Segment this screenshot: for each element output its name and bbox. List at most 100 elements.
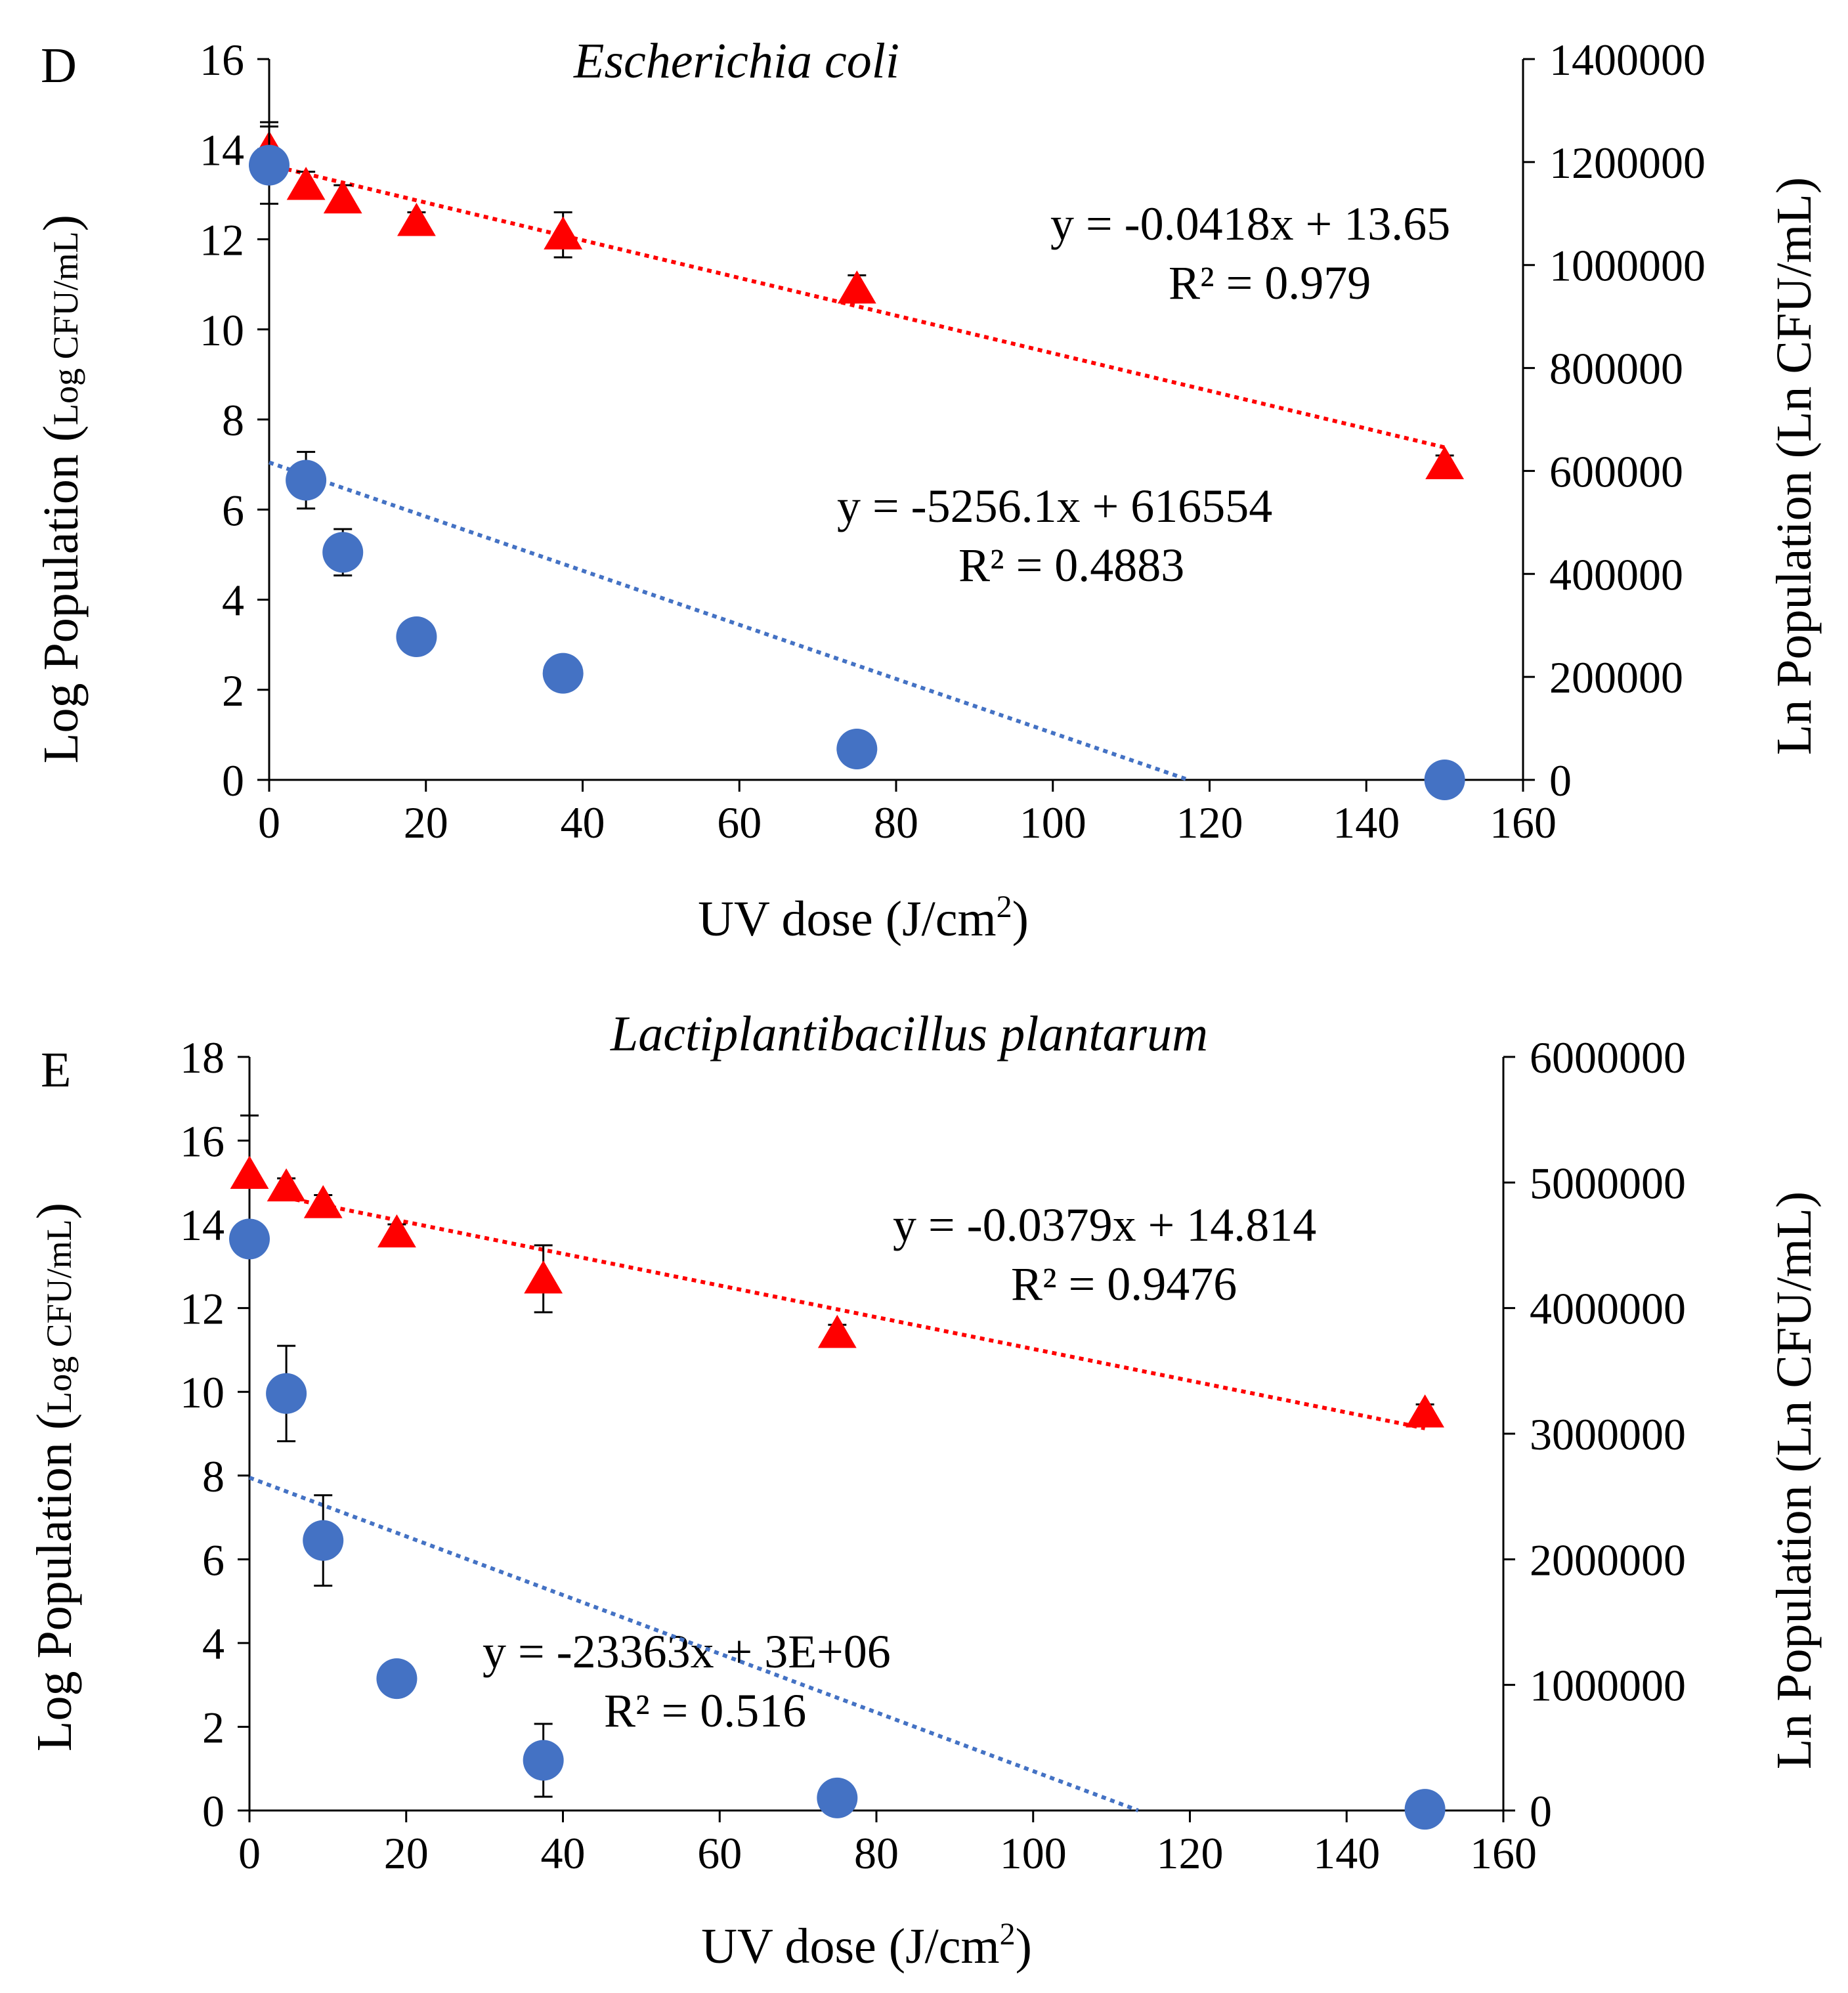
x-tick-label: 100	[1020, 798, 1086, 847]
x-tick-label: 120	[1157, 1828, 1224, 1878]
data-point-triangle	[323, 180, 362, 214]
y2-axis-title: Ln Population (Ln CFU/mL)	[1767, 1191, 1822, 1769]
trend-equation-blue: y = -5256.1x + 616554	[837, 480, 1272, 532]
y2-tick-label: 4000000	[1530, 1284, 1686, 1334]
x-axis-title-sup: 2	[1000, 1917, 1016, 1952]
trend-equation-red: y = -0.0379x + 14.814	[893, 1199, 1316, 1251]
y-axis-title-unit: Log CFU/mL	[39, 1219, 79, 1413]
data-point-circle	[542, 653, 584, 694]
y-tick-label: 0	[202, 1786, 225, 1836]
x-tick-label: 120	[1176, 798, 1243, 847]
data-point-circle	[266, 1373, 307, 1414]
x-axis-title-end: )	[1012, 891, 1029, 947]
trend-r2-blue: R² = 0.516	[604, 1684, 806, 1737]
panel-label: E	[41, 1042, 71, 1098]
data-point-circle	[396, 616, 437, 657]
y-tick-label: 16	[200, 35, 244, 85]
y2-tick-label: 6000000	[1530, 1033, 1686, 1082]
x-axis-title-main: UV dose (J/cm	[701, 1919, 1000, 1974]
y-tick-label: 12	[180, 1284, 225, 1334]
x-tick-label: 140	[1313, 1828, 1380, 1878]
x-axis-title: UV dose (J/cm2)	[701, 1917, 1032, 1974]
y-tick-label: 14	[200, 125, 244, 175]
trend-equation-blue: y = -23363x + 3E+06	[483, 1625, 891, 1678]
data-point-circle	[836, 728, 878, 769]
data-point-triangle	[837, 270, 876, 304]
plot-area: 0 20 40 60 80 100 120 140 1600246810121416180100…	[180, 1033, 1686, 1878]
y2-tick-label: 0	[1549, 756, 1572, 805]
y2-tick-label: 800000	[1549, 344, 1683, 394]
y-axis-title: Log Population (Log CFU/mL)	[27, 1203, 82, 1751]
x-tick-label: 140	[1333, 798, 1400, 847]
data-point-circle	[1424, 760, 1465, 800]
y-tick-label: 18	[180, 1033, 225, 1082]
data-point-triangle	[544, 216, 583, 250]
x-tick-label: 80	[874, 798, 918, 847]
y-tick-label: 8	[222, 395, 244, 445]
trendline-circle	[269, 460, 1190, 782]
y2-tick-label: 5000000	[1530, 1158, 1686, 1208]
x-tick-label: 40	[561, 798, 605, 847]
y-tick-label: 6	[202, 1535, 225, 1585]
y2-tick-label: 1400000	[1549, 35, 1706, 85]
data-point-triangle	[1406, 1394, 1445, 1428]
x-tick-label: 60	[697, 1828, 742, 1878]
plot-area: 0 20 40 60 80 100 120 140 1600246810121416020000…	[200, 35, 1706, 847]
y2-tick-label: 400000	[1549, 549, 1683, 599]
x-tick-label: 0	[238, 1828, 261, 1878]
data-point-circle	[229, 1218, 270, 1260]
data-point-circle	[1404, 1789, 1446, 1830]
y2-tick-label: 3000000	[1530, 1409, 1686, 1459]
y-axis-title-main: Log Population (	[27, 1413, 82, 1751]
x-tick-label: 20	[384, 1828, 429, 1878]
data-point-circle	[249, 144, 290, 186]
chart-title: Lactiplantibacillus plantarum	[610, 1006, 1208, 1061]
chart-title: Escherichia coli	[573, 33, 899, 89]
y2-tick-label: 0	[1530, 1786, 1552, 1836]
x-tick-label: 160	[1470, 1828, 1537, 1878]
y-tick-label: 4	[202, 1619, 225, 1669]
data-point-triangle	[817, 1314, 857, 1348]
x-tick-label: 60	[717, 798, 762, 847]
data-point-triangle	[230, 1155, 269, 1189]
data-point-circle	[303, 1520, 344, 1561]
x-tick-label: 160	[1490, 798, 1557, 847]
x-axis-title: UV dose (J/cm2)	[698, 889, 1029, 947]
y-axis-title-end: )	[27, 1203, 82, 1219]
y-tick-label: 6	[222, 485, 244, 535]
y-tick-label: 0	[222, 756, 244, 805]
data-point-triangle	[1425, 446, 1465, 480]
x-tick-label: 100	[1000, 1828, 1067, 1878]
y-tick-label: 14	[180, 1200, 225, 1250]
trendline-circle	[248, 1476, 1139, 1812]
data-point-circle	[817, 1777, 858, 1818]
y2-tick-label: 2000000	[1530, 1535, 1686, 1585]
y-tick-label: 8	[202, 1451, 225, 1501]
trend-r2-red: R² = 0.979	[1169, 257, 1371, 309]
x-tick-label: 0	[258, 798, 280, 847]
y-tick-label: 16	[180, 1117, 225, 1167]
y2-tick-label: 200000	[1549, 653, 1683, 702]
y-tick-label: 2	[222, 666, 244, 716]
x-axis-title-main: UV dose (J/cm	[698, 891, 997, 947]
y2-tick-label: 1200000	[1549, 138, 1706, 188]
data-point-triangle	[397, 203, 436, 236]
data-point-circle	[376, 1658, 418, 1700]
data-point-circle	[286, 460, 327, 501]
x-axis-title-end: )	[1016, 1919, 1032, 1974]
trend-equation-red: y = -0.0418x + 13.65	[1050, 198, 1450, 250]
panel-e: E Lactiplantibacillus plantarum Log Popu…	[27, 1006, 1822, 1974]
trendline-triangle	[286, 1195, 1426, 1430]
y-tick-label: 10	[200, 305, 244, 355]
trend-r2-red: R² = 0.9476	[1011, 1258, 1237, 1310]
y2-axis-title: Ln Population (Ln CFU/mL)	[1767, 177, 1822, 755]
panel-label: D	[41, 38, 77, 93]
data-point-triangle	[286, 167, 326, 200]
y-axis-title-main: Log Population (	[33, 425, 89, 763]
y-tick-label: 12	[200, 215, 244, 265]
y2-tick-label: 1000000	[1530, 1661, 1686, 1711]
data-point-circle	[322, 532, 364, 573]
y-tick-label: 2	[202, 1702, 225, 1752]
data-point-triangle	[303, 1185, 343, 1218]
